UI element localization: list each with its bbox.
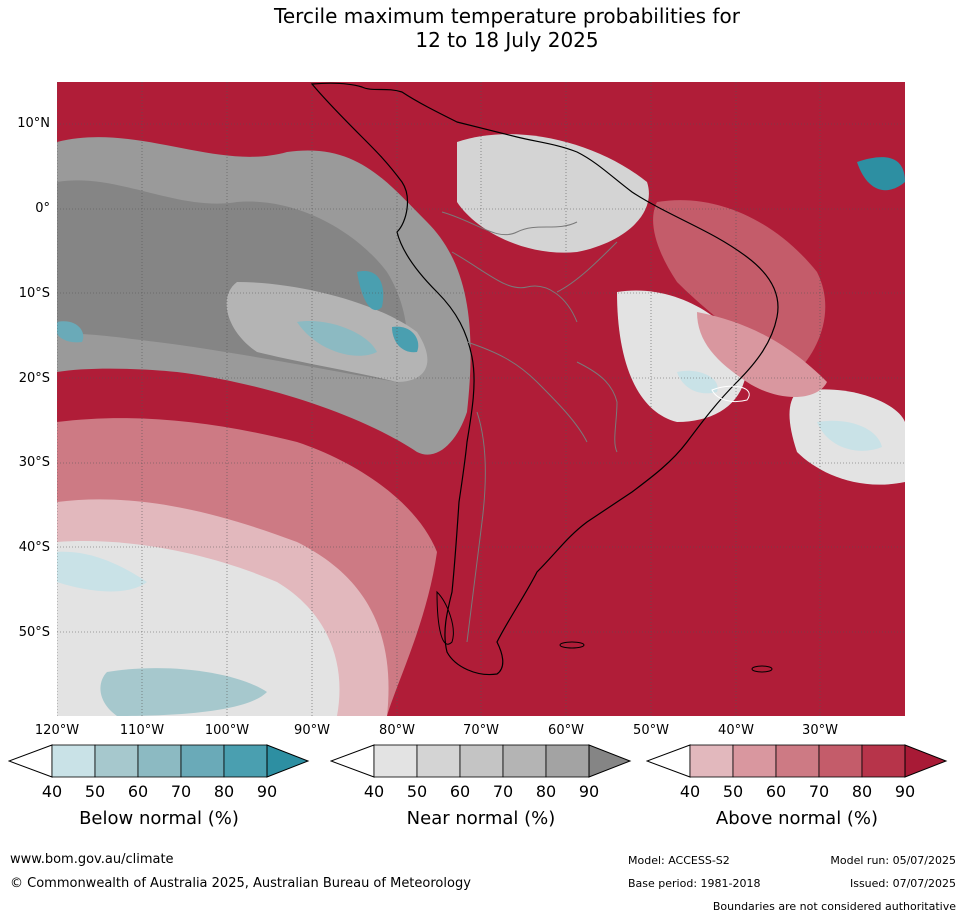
tick: 60 (127, 782, 149, 801)
tick: 50 (406, 782, 428, 801)
colorbar-swatch (223, 744, 268, 778)
above-normal-region-coast (697, 312, 827, 397)
tick: 70 (170, 782, 192, 801)
island-outline (711, 385, 750, 403)
map-title: Tercile maximum temperature probabilitie… (0, 4, 965, 52)
south-america-coastline (310, 82, 779, 676)
colorbar-swatch (94, 744, 139, 778)
colorbar-swatch (775, 744, 820, 778)
colorbar-swatch (373, 744, 418, 778)
title-line-2: 12 to 18 July 2025 (415, 28, 599, 52)
map-canvas (57, 82, 905, 716)
below-normal-patch-5 (857, 157, 905, 191)
colorbar-swatch (416, 744, 461, 778)
colorbar-swatch (137, 744, 182, 778)
south-georgia (751, 665, 773, 673)
below-normal-patch-1 (357, 271, 384, 311)
tick: 50 (722, 782, 744, 801)
colorbar-near-normal (329, 744, 632, 778)
tick: 70 (492, 782, 514, 801)
lat-label-0: 0° (35, 201, 50, 216)
tick: 60 (765, 782, 787, 801)
tick: 70 (808, 782, 830, 801)
lat-label-10n: 10°N (17, 116, 50, 131)
below-normal-patch-south-1 (57, 551, 147, 592)
colorbar-swatch (459, 744, 504, 778)
forecast-map[interactable] (57, 82, 905, 716)
lon-label-50w: 50°W (633, 723, 669, 738)
colorbar-below-normal (7, 744, 310, 778)
tick: 50 (84, 782, 106, 801)
base-period: Base period: 1981-2018 (628, 877, 761, 890)
falkland-islands (559, 641, 585, 649)
chile-archipelago (436, 590, 454, 645)
below-normal-patch-4 (57, 321, 84, 343)
lat-label-20s: 20°S (18, 371, 50, 386)
lat-label-40s: 40°S (18, 540, 50, 555)
tick: 40 (679, 782, 701, 801)
model-run-date: Model run: 05/07/2025 (830, 854, 956, 867)
colorbar-above-normal (645, 744, 948, 778)
tick: 90 (256, 782, 278, 801)
lon-label-90w: 90°W (294, 723, 330, 738)
lon-label-70w: 70°W (463, 723, 499, 738)
colorbar-swatch (502, 744, 547, 778)
tick: 80 (535, 782, 557, 801)
legend-below-label: Below normal (%) (79, 808, 239, 829)
lon-label-60w: 60°W (548, 723, 584, 738)
copyright-text: © Commonwealth of Australia 2025, Austra… (10, 876, 471, 891)
near-normal-region-north-continent (457, 134, 649, 253)
below-normal-patch-brazil (677, 370, 718, 394)
colorbar-swatch (266, 744, 310, 778)
model-name: Model: ACCESS-S2 (628, 854, 730, 867)
below-normal-patch-3 (392, 326, 419, 353)
lon-label-80w: 80°W (379, 723, 415, 738)
country-borders (441, 211, 618, 643)
below-normal-patch-south-2 (100, 668, 267, 716)
tick: 90 (578, 782, 600, 801)
legend-near-label: Near normal (%) (406, 808, 556, 829)
colorbar-swatch (861, 744, 906, 778)
legend-near-normal: 40 50 60 70 80 90 Near normal (%) (329, 742, 632, 829)
legend-below-normal: 40 50 60 70 80 90 Below normal (%) (7, 742, 310, 829)
issued-date: Issued: 07/07/2025 (849, 877, 956, 890)
colorbar-swatch (180, 744, 225, 778)
colorbar-swatch (818, 744, 863, 778)
tick: 40 (41, 782, 63, 801)
colorbar-swatch (732, 744, 777, 778)
lon-label-40w: 40°W (718, 723, 754, 738)
tick: 80 (851, 782, 873, 801)
lat-label-30s: 30°S (18, 455, 50, 470)
colorbar-swatch (545, 744, 590, 778)
lon-label-30w: 30°W (802, 723, 838, 738)
tick: 80 (213, 782, 235, 801)
legend-above-label: Above normal (%) (715, 808, 879, 829)
boundaries-disclaimer: Boundaries are not considered authoritat… (712, 900, 956, 913)
below-normal-patch-atlantic (817, 420, 882, 451)
colorbar-swatch (51, 744, 96, 778)
below-normal-patch-2 (297, 321, 377, 356)
colorbar-swatch (588, 744, 632, 778)
website-link[interactable]: www.bom.gov.au/climate (10, 852, 174, 867)
above-normal-region-north-atlantic (653, 200, 826, 372)
lat-label-50s: 50°S (18, 625, 50, 640)
lon-label-110w: 110°W (119, 723, 165, 738)
colorbar-swatch (689, 744, 734, 778)
colorbar-swatch (904, 744, 948, 778)
legend-above-normal: 40 50 60 70 80 90 Above normal (%) (645, 742, 948, 829)
lon-label-120w: 120°W (34, 723, 80, 738)
tick: 40 (363, 782, 385, 801)
tick: 60 (449, 782, 471, 801)
title-line-1: Tercile maximum temperature probabilitie… (274, 4, 740, 28)
graticule (57, 82, 905, 716)
tick: 90 (894, 782, 916, 801)
lon-label-100w: 100°W (204, 723, 250, 738)
lat-label-10s: 10°S (18, 286, 50, 301)
